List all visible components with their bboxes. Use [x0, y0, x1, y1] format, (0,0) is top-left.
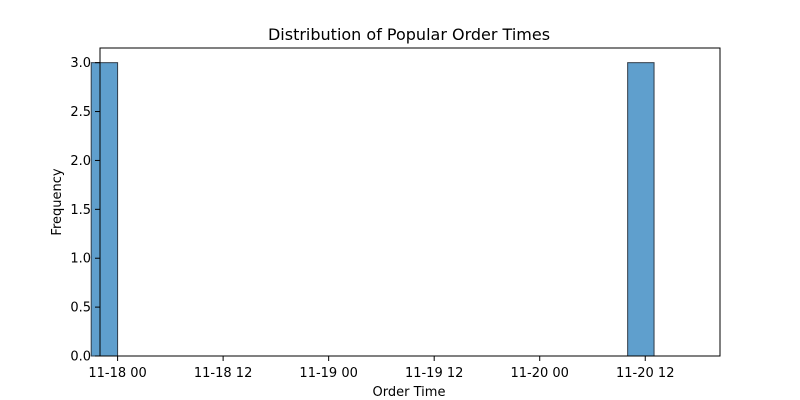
chart-title: Distribution of Popular Order Times	[268, 25, 550, 44]
y-tick-label: 1.5	[70, 203, 91, 218]
x-axis-ticks: 11-18 00 11-18 12 11-19 00 11-19 12 11-20 00…	[88, 356, 674, 381]
x-tick-label: 11-20 12	[616, 366, 674, 381]
x-tick-label: 11-19 00	[299, 366, 357, 381]
x-axis-label: Order Time	[373, 385, 446, 400]
x-tick-label: 11-18 00	[88, 366, 146, 381]
x-tick-label: 11-18 12	[194, 366, 252, 381]
y-axis-ticks: 0.0 0.5 1.0 1.5 2.0 2.5 3.0	[70, 56, 100, 365]
y-tick-label: 3.0	[70, 56, 91, 71]
y-tick-label: 2.5	[70, 105, 91, 120]
histogram-bar-1	[627, 62, 655, 357]
x-tick-label: 11-19 12	[405, 366, 463, 381]
y-axis-label: Frequency	[50, 168, 65, 235]
y-tick-label: 2.0	[70, 154, 91, 169]
y-tick-label: 1.0	[70, 252, 91, 267]
x-tick-label: 11-20 00	[510, 366, 568, 381]
plot-frame	[99, 47, 721, 357]
y-tick-label: 0.0	[70, 350, 91, 365]
y-tick-label: 0.5	[70, 301, 91, 316]
bars-group	[90, 62, 655, 357]
